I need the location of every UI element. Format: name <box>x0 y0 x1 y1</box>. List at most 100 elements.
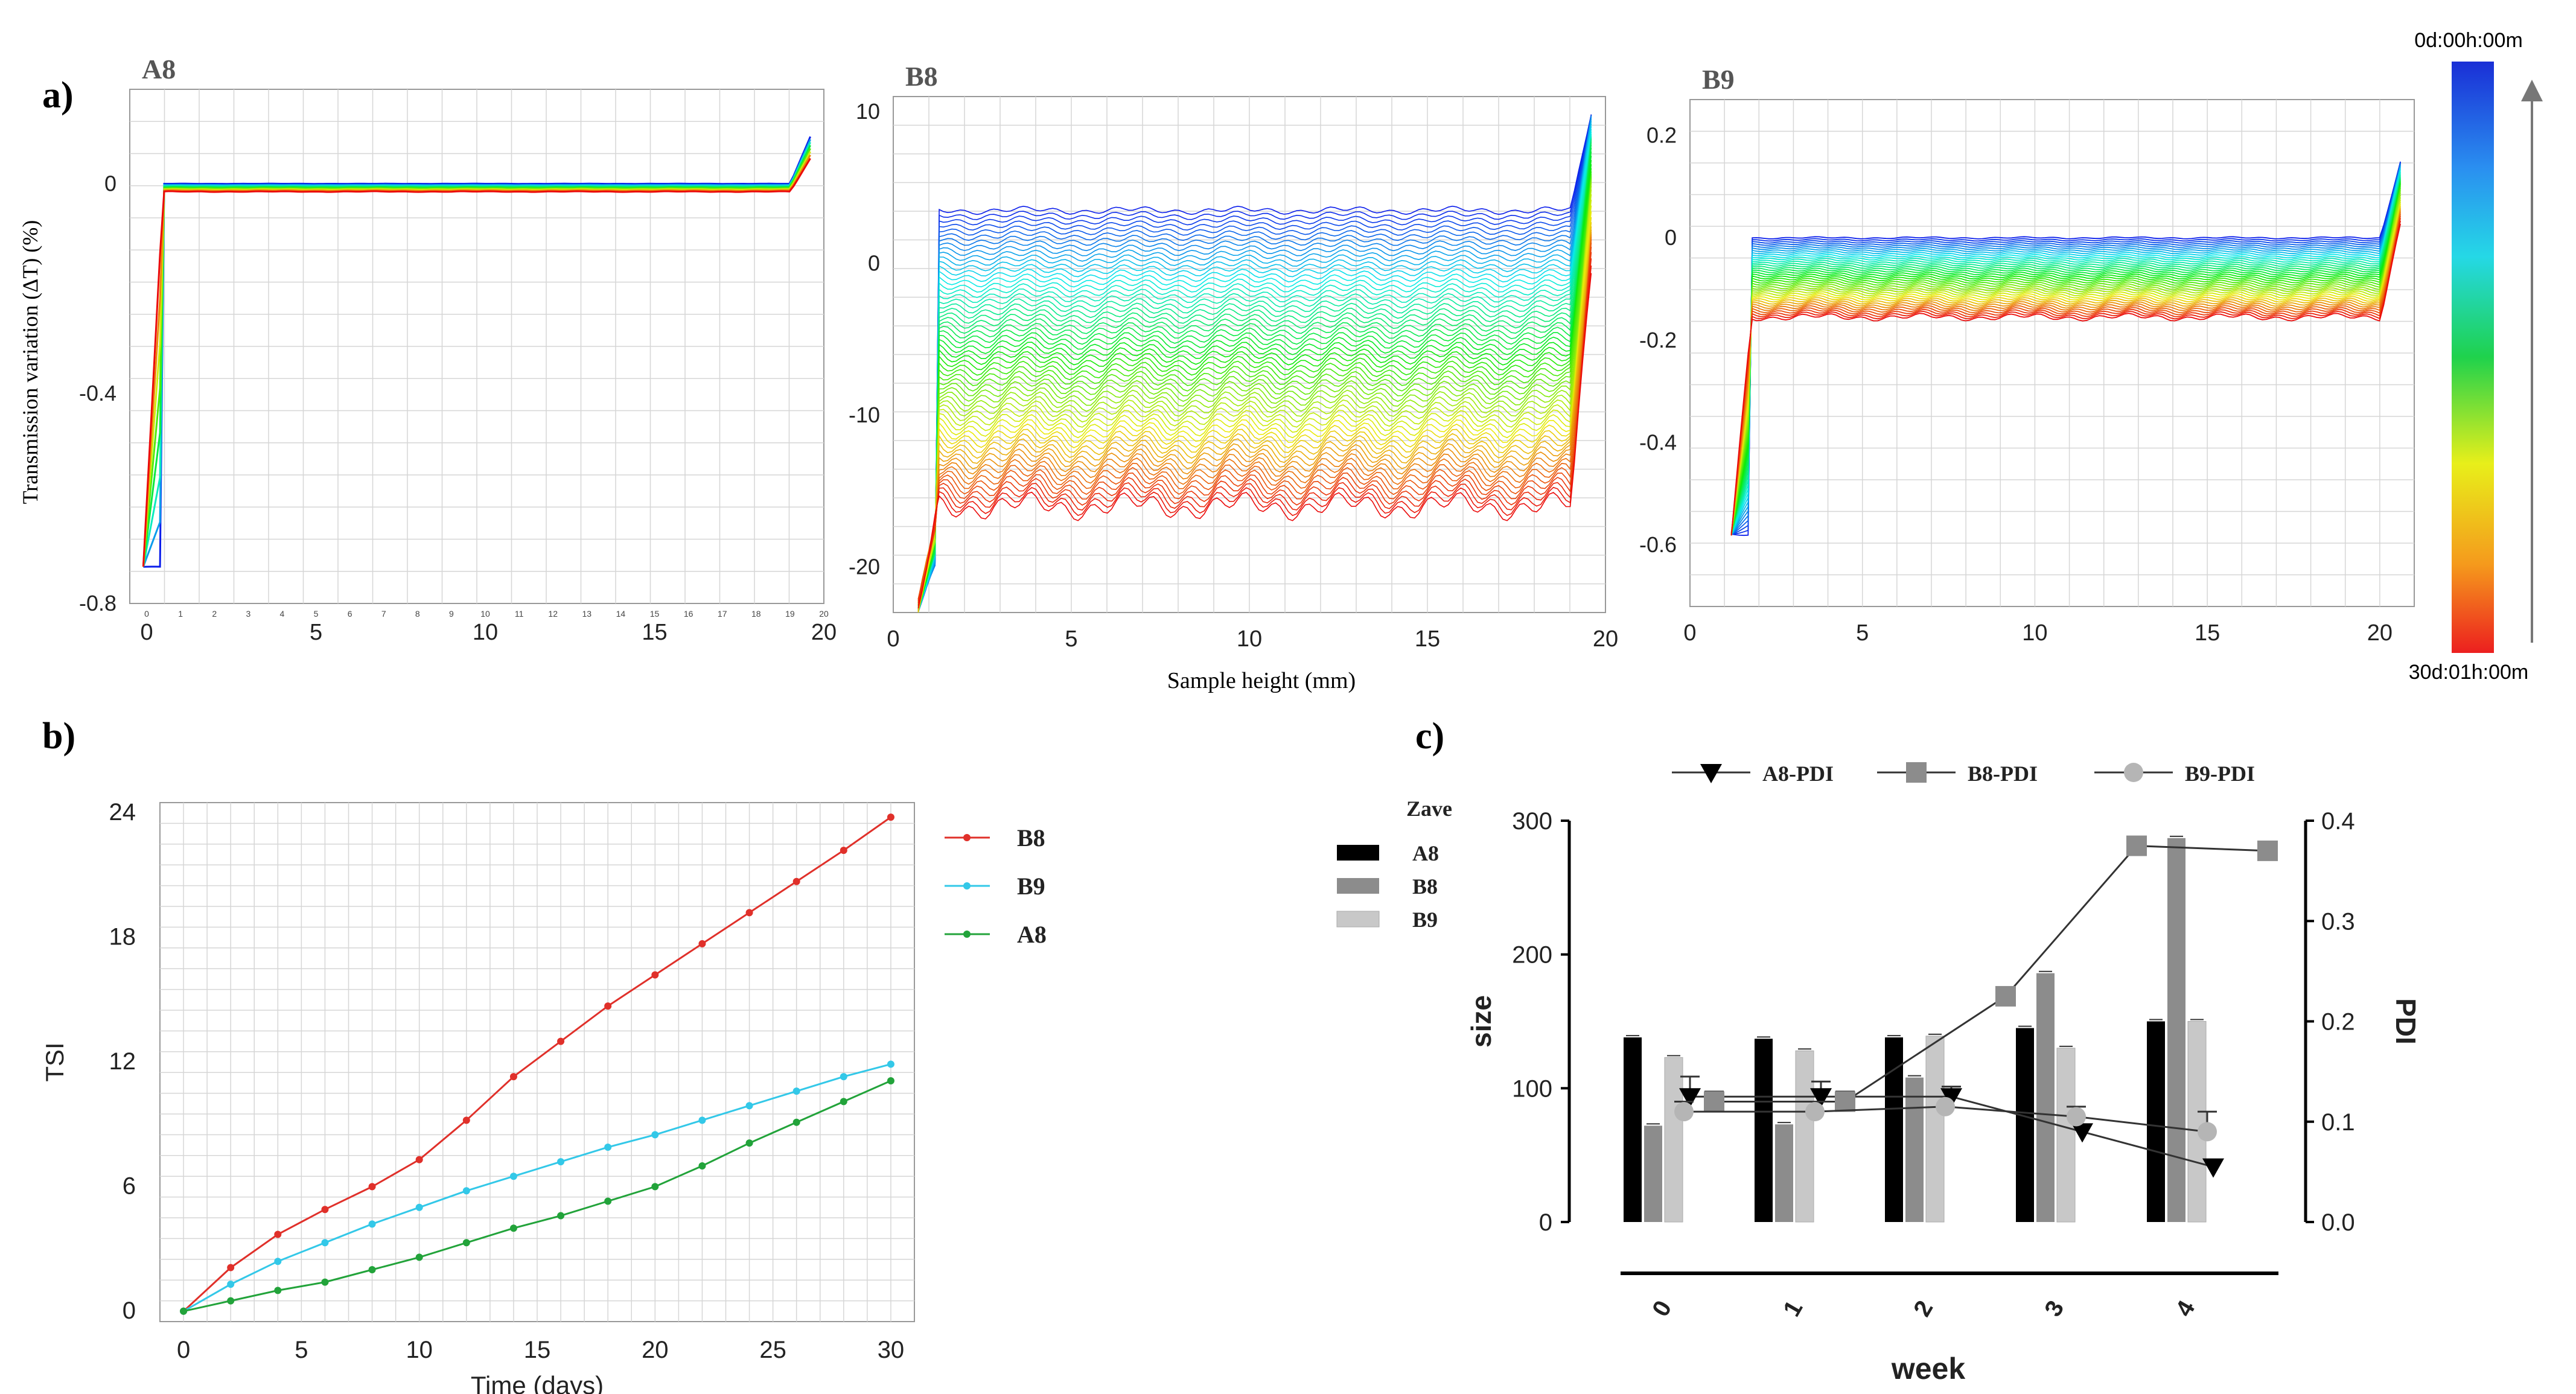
b8-profile-line <box>917 139 1592 607</box>
tsi-xtick-label: 0 <box>177 1337 190 1363</box>
b9-profile-line <box>1730 164 2401 536</box>
a8-minor-xtick-label: 20 <box>819 609 829 619</box>
tsi-point-a8 <box>227 1297 235 1305</box>
b9-title: B9 <box>1702 64 1735 95</box>
b9-profile-line <box>1730 180 2401 534</box>
b8-profile-line <box>917 115 1592 613</box>
bar-b9 <box>1664 1057 1683 1223</box>
b8-xtick-label: 5 <box>1065 626 1077 652</box>
zave-legend-label-a8: A8 <box>1412 841 1439 865</box>
b9-profile-line <box>1730 209 2401 533</box>
b8-profile-line <box>917 139 1592 606</box>
b8-profile-line <box>917 155 1592 609</box>
b8-profile-line <box>917 131 1592 613</box>
pdi-marker-b9 <box>2198 1122 2217 1142</box>
bar-b8 <box>1644 1125 1662 1222</box>
pdi-legend-label: B8-PDI <box>1968 762 2038 786</box>
b8-profile-line <box>917 189 1592 603</box>
tsi-series-line-b9 <box>183 1063 891 1313</box>
a8-profile-line <box>142 154 811 567</box>
a8-profile-line <box>142 158 811 567</box>
tsi-point-a8 <box>698 1162 706 1170</box>
panel-c-label: c) <box>1415 716 1444 757</box>
bar-b8 <box>1905 1077 1924 1222</box>
b8-profile-line <box>917 179 1592 605</box>
pdi-marker-b8 <box>1704 1091 1724 1112</box>
tsi-point-b8 <box>415 1156 423 1163</box>
bar-a8 <box>1885 1037 1903 1222</box>
b8-profile-line <box>917 222 1592 613</box>
tsi-point-b9 <box>651 1131 659 1139</box>
pdi-marker-a8 <box>1940 1088 1962 1108</box>
b8-profile-line <box>917 114 1592 613</box>
tsi-xtick-label: 10 <box>406 1337 433 1363</box>
a8-minor-xtick-label: 18 <box>751 609 761 619</box>
a8-minor-xtick-label: 14 <box>616 609 626 619</box>
b8-xtick-label: 0 <box>887 626 899 652</box>
b9-profile-line <box>1730 220 2401 536</box>
tsi-point-b9 <box>698 1116 706 1124</box>
a8-profile-line <box>142 145 811 567</box>
pdi-ytick-label: 0.1 <box>2321 1109 2355 1136</box>
b8-profile-line <box>917 174 1592 612</box>
b8-profile-line <box>917 115 1592 611</box>
pdi-marker-a8 <box>1810 1088 1832 1108</box>
chart-size-pdi: 0 100 200 300 0.0 0.1 0.2 0.3 0.4 size PDI week 0 1 2 3… <box>1336 762 2421 1386</box>
zave-legend-label-b9: B9 <box>1412 908 1438 932</box>
b8-profile-line <box>917 138 1592 609</box>
tsi-ytick-label: 12 <box>109 1048 136 1075</box>
chart-tsi: 0 5 10 15 20 25 30 0 6 12 18 24 Time (days) TSI B8 B9 A8 <box>40 799 1047 1394</box>
tsi-point-a8 <box>321 1278 329 1286</box>
a8-minor-xtick-label: 9 <box>449 609 454 619</box>
b8-profile-line <box>917 115 1592 609</box>
b8-profile-line <box>917 115 1592 608</box>
a8-minor-xtick-label: 4 <box>280 609 285 619</box>
tsi-xlabel: Time (days) <box>471 1371 604 1394</box>
a8-minor-xtick-label: 13 <box>582 609 592 619</box>
tsi-point-b9 <box>604 1144 612 1151</box>
tsi-ytick-label: 24 <box>109 799 136 826</box>
tsi-point-b8 <box>462 1116 470 1124</box>
b9-profile-line <box>1730 192 2401 535</box>
zave-legend-swatch-b8 <box>1337 878 1379 894</box>
b8-ytick-label: 10 <box>856 99 880 124</box>
pdi-legend-label: B9-PDI <box>2185 762 2255 786</box>
pdi-marker-a8 <box>1679 1088 1701 1108</box>
a8-xtick-label: 20 <box>811 620 837 645</box>
bar-b9 <box>2056 1048 2076 1223</box>
b8-xtick-label: 20 <box>1593 626 1618 652</box>
b9-profile-line <box>1730 212 2401 535</box>
tsi-point-a8 <box>462 1239 470 1247</box>
b9-profile-line <box>1730 199 2401 533</box>
b9-profile-line <box>1730 194 2401 535</box>
colorbar-bottom-label: 30d:01h:00m <box>2409 661 2529 684</box>
a8-xtick-label: 15 <box>642 620 667 645</box>
tsi-xtick-label: 20 <box>642 1337 669 1363</box>
b9-profile-line <box>1730 180 2401 534</box>
tsi-point-b9 <box>557 1158 565 1166</box>
b9-profile-line <box>1730 223 2401 535</box>
tsi-legend-marker-b8 <box>963 834 971 841</box>
tsi-point-b8 <box>368 1183 376 1191</box>
b8-profile-line <box>917 229 1592 611</box>
tsi-point-a8 <box>180 1307 188 1315</box>
b8-profile-line <box>917 232 1592 609</box>
a8-minor-xtick-label: 5 <box>314 609 319 619</box>
b8-profile-line <box>917 129 1592 613</box>
size-ytick-label: 200 <box>1512 942 1552 969</box>
b9-xtick-label: 10 <box>2022 620 2047 646</box>
bar-b9 <box>2187 1021 2207 1223</box>
b8-profile-line <box>917 177 1592 608</box>
b8-profile-line <box>917 226 1592 613</box>
tsi-xtick-label: 30 <box>878 1337 905 1363</box>
b9-profile-line <box>1731 162 2401 535</box>
size-ytick-label: 100 <box>1512 1075 1552 1102</box>
a8-profile-line <box>143 136 811 568</box>
tsi-point-b9 <box>274 1258 282 1265</box>
b9-xtick-label: 0 <box>1683 620 1696 646</box>
a8-profile-line <box>142 151 811 567</box>
tsi-point-b9 <box>887 1060 894 1068</box>
zave-legend-label-b8: B8 <box>1412 874 1438 899</box>
b8-profile-line <box>917 178 1592 606</box>
pdi-ytick-label: 0.2 <box>2321 1009 2355 1036</box>
